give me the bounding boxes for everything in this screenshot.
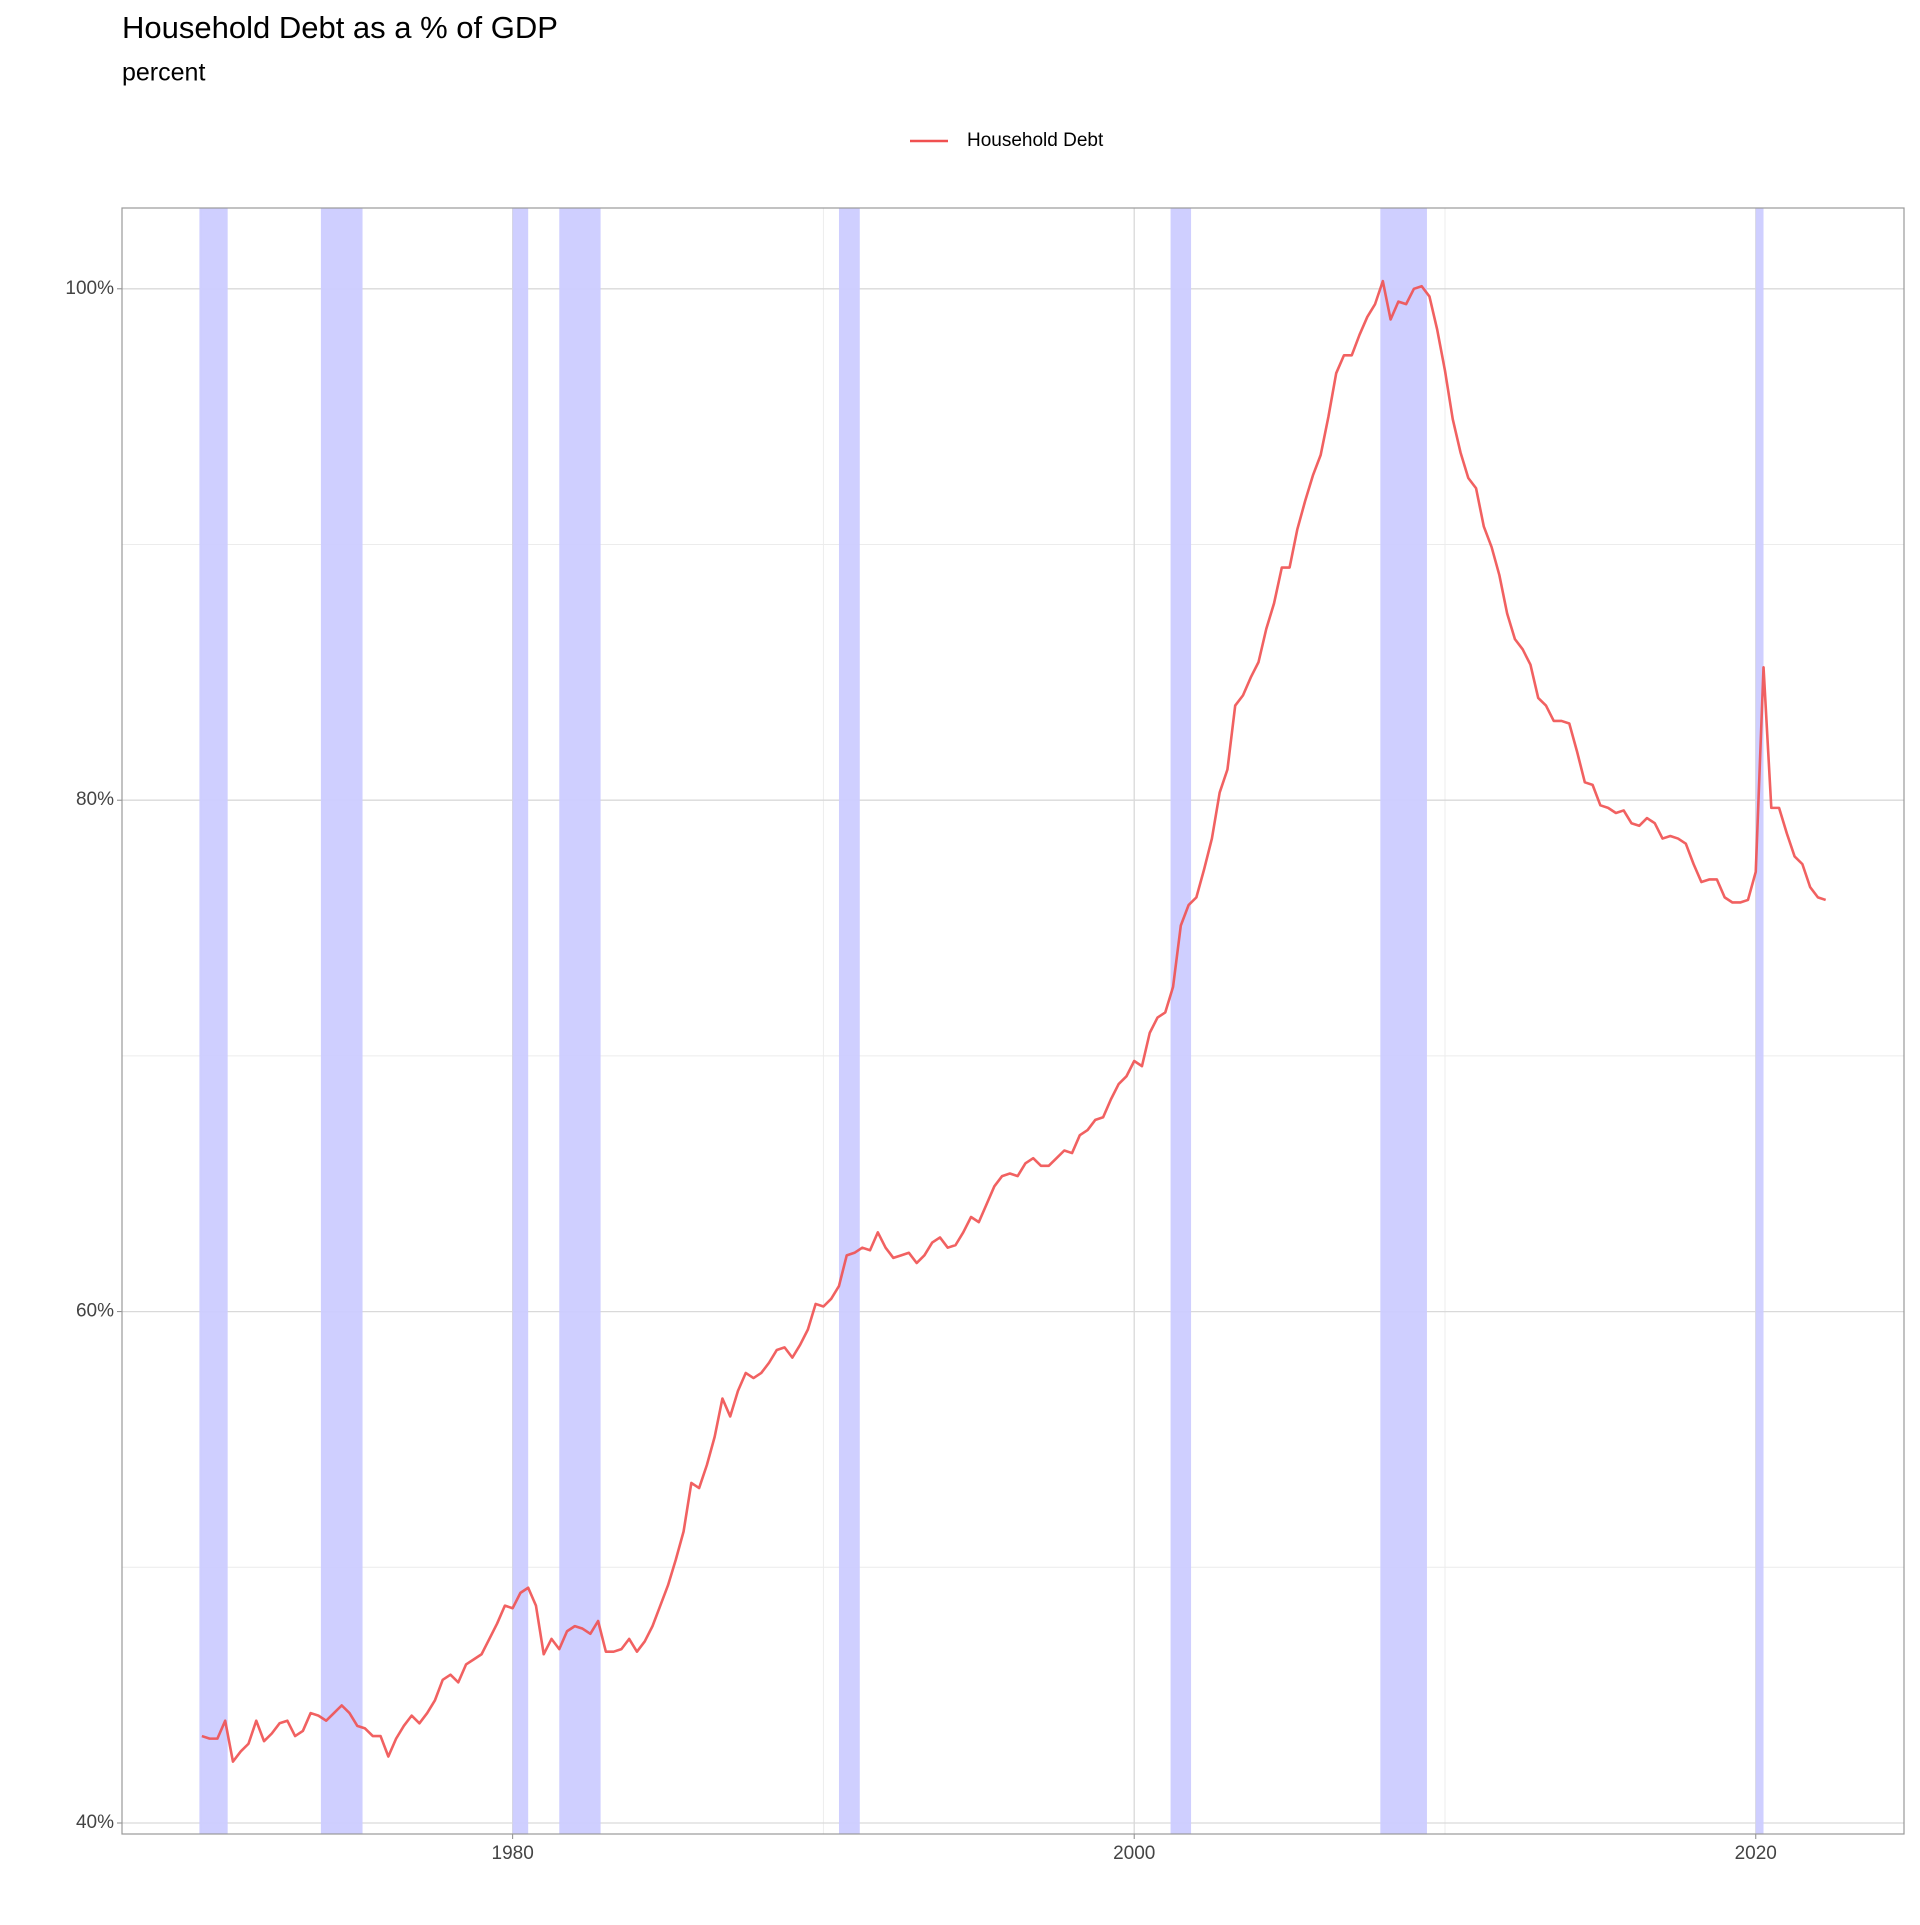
recession-band <box>320 208 363 1834</box>
y-tick-label: 100% <box>65 278 114 299</box>
recession-band <box>1755 208 1764 1834</box>
recession-band <box>199 208 228 1834</box>
chart-subtitle: percent <box>122 59 205 87</box>
y-tick-label: 60% <box>76 1301 114 1322</box>
series-line <box>201 279 1827 1763</box>
recession-band <box>1380 208 1427 1834</box>
chart-title: Household Debt as a % of GDP <box>122 10 558 45</box>
x-tick-label: 2020 <box>1735 1843 1777 1864</box>
recession-band <box>1170 208 1192 1834</box>
plot-frame <box>121 207 1905 1835</box>
x-tick-label: 2000 <box>1113 1843 1155 1864</box>
x-tick-label: 1980 <box>492 1843 534 1864</box>
recession-band <box>512 208 529 1834</box>
legend-label: Household Debt <box>967 130 1104 151</box>
y-tick-label: 40% <box>76 1812 114 1833</box>
y-tick-label: 80% <box>76 789 114 810</box>
recession-band <box>559 208 601 1834</box>
recession-band <box>838 208 860 1834</box>
